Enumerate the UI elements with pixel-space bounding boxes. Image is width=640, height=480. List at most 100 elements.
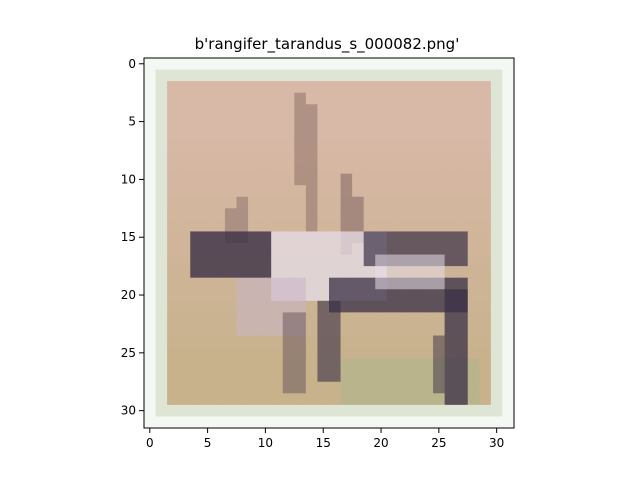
- image-pixel: [248, 127, 260, 139]
- image-pixel: [167, 278, 179, 290]
- image-pixel: [306, 405, 318, 417]
- image-pixel: [213, 81, 225, 93]
- image-pixel: [502, 197, 514, 209]
- image-pixel: [502, 127, 514, 139]
- image-pixel: [364, 185, 376, 197]
- image-pixel: [225, 312, 237, 324]
- image-pixel: [283, 220, 295, 232]
- image-pixel: [156, 174, 168, 186]
- image-pixel: [398, 139, 410, 151]
- image-pixel: [213, 70, 225, 82]
- image-pixel: [271, 162, 283, 174]
- image-pixel: [248, 70, 260, 82]
- image-pixel: [410, 116, 422, 128]
- image-pixel: [502, 139, 514, 151]
- image-pixel: [410, 405, 422, 417]
- image-pixel: [433, 116, 445, 128]
- image-pixel: [422, 416, 434, 428]
- image-pixel: [294, 197, 306, 209]
- image-pixel: [283, 336, 295, 348]
- image-pixel: [410, 162, 422, 174]
- image-pixel: [422, 151, 434, 163]
- image-pixel: [260, 231, 272, 243]
- image-pixel: [479, 336, 491, 348]
- image-pixel: [190, 278, 202, 290]
- image-pixel: [213, 301, 225, 313]
- image-pixel: [179, 220, 191, 232]
- image-pixel: [283, 301, 295, 313]
- image-pixel: [202, 382, 214, 394]
- image-pixel: [271, 359, 283, 371]
- image-pixel: [456, 185, 468, 197]
- image-pixel: [341, 382, 353, 394]
- image-pixel: [167, 81, 179, 93]
- image-pixel: [422, 197, 434, 209]
- image-pixel: [213, 151, 225, 163]
- image-pixel: [468, 393, 480, 405]
- image-pixel: [190, 220, 202, 232]
- image-pixel: [387, 324, 399, 336]
- image-pixel: [341, 359, 353, 371]
- image-pixel: [502, 382, 514, 394]
- image-pixel: [491, 231, 503, 243]
- image-pixel: [156, 255, 168, 267]
- image-pixel: [456, 289, 468, 301]
- image-pixel: [248, 255, 260, 267]
- image-pixel: [491, 416, 503, 428]
- image-pixel: [237, 359, 249, 371]
- image-pixel: [364, 255, 376, 267]
- image-pixel: [364, 104, 376, 116]
- image-pixel: [491, 93, 503, 105]
- image-pixel: [202, 93, 214, 105]
- y-tick-label: 25: [121, 346, 136, 360]
- image-pixel: [248, 81, 260, 93]
- image-pixel: [445, 70, 457, 82]
- image-pixel: [445, 278, 457, 290]
- image-pixel: [433, 139, 445, 151]
- image-pixel: [260, 416, 272, 428]
- image-pixel: [433, 81, 445, 93]
- image-pixel: [445, 255, 457, 267]
- image-pixel: [410, 185, 422, 197]
- image-pixel: [468, 289, 480, 301]
- image-pixel: [445, 347, 457, 359]
- image-pixel: [341, 301, 353, 313]
- image-pixel: [213, 278, 225, 290]
- image-pixel: [479, 185, 491, 197]
- image-pixel: [248, 278, 260, 290]
- image-pixel: [260, 116, 272, 128]
- image-pixel: [364, 162, 376, 174]
- image-pixel: [341, 278, 353, 290]
- image-pixel: [306, 255, 318, 267]
- image-pixel: [398, 324, 410, 336]
- image-pixel: [306, 301, 318, 313]
- image-pixel: [306, 197, 318, 209]
- image-pixel: [445, 185, 457, 197]
- image-pixel: [410, 58, 422, 70]
- image-pixel: [213, 174, 225, 186]
- image-pixel: [398, 243, 410, 255]
- image-pixel: [190, 185, 202, 197]
- image-pixel: [317, 347, 329, 359]
- image-pixel: [144, 81, 156, 93]
- image-pixel: [341, 312, 353, 324]
- image-pixel: [144, 174, 156, 186]
- image-pixel: [144, 231, 156, 243]
- image-pixel: [156, 116, 168, 128]
- image-pixel: [283, 312, 295, 324]
- image-pixel: [445, 58, 457, 70]
- image-pixel: [167, 312, 179, 324]
- image-pixel: [294, 370, 306, 382]
- image-pixel: [317, 127, 329, 139]
- image-pixel: [156, 289, 168, 301]
- image-pixel: [502, 255, 514, 267]
- image-pixel: [387, 416, 399, 428]
- image-pixel: [341, 289, 353, 301]
- image-pixel: [156, 312, 168, 324]
- image-pixel: [317, 336, 329, 348]
- image-pixel: [502, 185, 514, 197]
- image-pixel: [364, 312, 376, 324]
- image-pixel: [271, 185, 283, 197]
- image-pixel: [156, 382, 168, 394]
